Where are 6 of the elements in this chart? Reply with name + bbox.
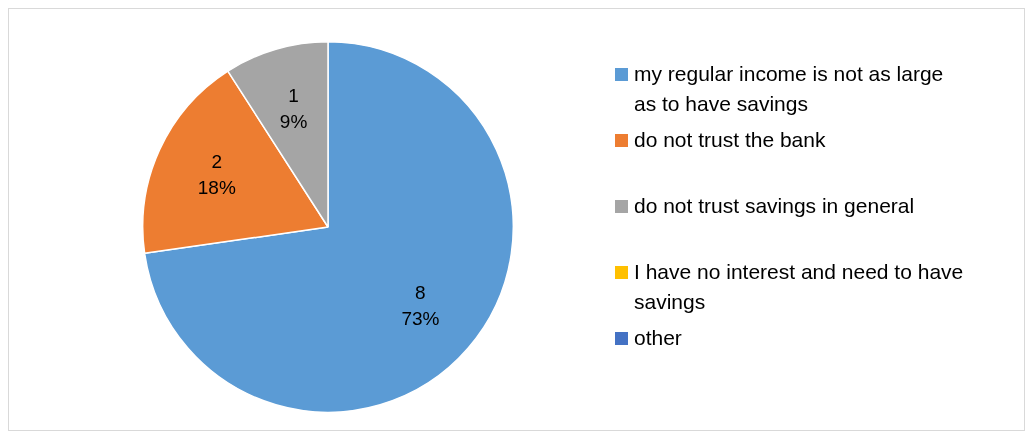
data-label: 2 18%: [197, 151, 236, 199]
legend-label: do not trust savings in general: [634, 193, 916, 219]
legend-label: do not trust the bank: [634, 127, 827, 153]
data-label: 8 73%: [401, 282, 440, 330]
legend-label: other: [634, 325, 683, 351]
data-label: 1 9%: [279, 84, 308, 132]
